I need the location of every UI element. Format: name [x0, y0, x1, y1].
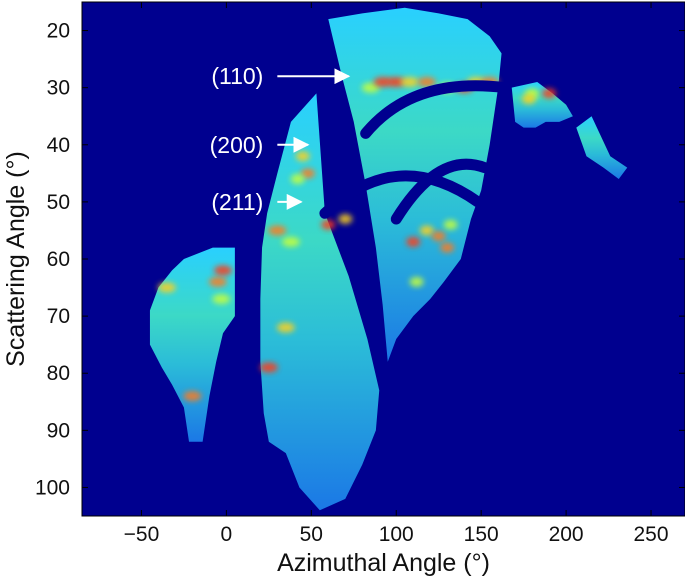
y-tick-label: 80 [47, 362, 70, 385]
y-tick-label: 30 [47, 77, 70, 100]
intensity-spot [419, 225, 434, 236]
intensity-spot [213, 265, 232, 276]
intensity-spot [440, 242, 455, 253]
intensity-spot [431, 231, 446, 242]
x-axis: −50 0 50 100 150 200 250 [124, 2, 669, 546]
x-tick-label: 0 [221, 523, 233, 546]
intensity-spot [542, 88, 557, 99]
intensity-spot [400, 76, 419, 87]
x-tick-label: 200 [549, 523, 584, 546]
detector-panel-far-right-strip [576, 116, 628, 180]
intensity-spot [406, 236, 421, 247]
y-tick-label: 90 [47, 419, 70, 442]
intensity-spot [417, 76, 436, 87]
intensity-spot [373, 76, 392, 87]
annotations-layer: (110) (200) (211) [210, 63, 351, 215]
detector-panel-far-left [149, 247, 235, 442]
intensity-spot [295, 151, 310, 162]
intensity-spot [321, 219, 336, 230]
intensity-spot [157, 282, 176, 293]
intensity-spot [361, 82, 380, 93]
intensity-spot [281, 236, 300, 247]
peak-label: (110) [211, 63, 263, 89]
intensity-spot [259, 362, 278, 373]
intensity-spot [208, 276, 227, 287]
y-tick-label: 50 [47, 191, 70, 214]
y-tick-label: 60 [47, 248, 70, 271]
ring-gap-arc-110-gap [360, 80, 511, 139]
x-tick-label: 150 [464, 523, 499, 546]
detector-panel-middle-center [328, 7, 502, 362]
y-tick-label: 100 [35, 476, 70, 499]
peak-label: (200) [210, 132, 264, 158]
intensity-spot [290, 174, 305, 185]
intensity-spot [338, 214, 353, 225]
y-tick-label: 20 [47, 20, 70, 43]
intensity-spot [387, 76, 406, 87]
intensity-spot [212, 293, 231, 304]
x-tick-label: 100 [379, 523, 414, 546]
y-tick-label: 70 [47, 305, 70, 328]
y-axis: 20 30 40 50 60 70 80 90 100 [35, 20, 685, 499]
ring-gap-arc-200-gap [390, 158, 491, 225]
intensity-spot [268, 225, 287, 236]
x-tick-label: −50 [124, 523, 160, 546]
x-axis-title: Azimuthal Angle (°) [277, 549, 490, 577]
y-axis-title: Scattering Angle (°) [2, 151, 30, 367]
intensity-spot [276, 322, 295, 333]
intensity-spot [409, 276, 424, 287]
ring-gap-arc-211-gap [319, 170, 484, 219]
intensity-spot [300, 168, 315, 179]
x-tick-label: 250 [634, 523, 669, 546]
y-tick-label: 40 [47, 134, 70, 157]
intensity-spot [183, 391, 202, 402]
peak-label: (211) [211, 189, 263, 215]
intensity-spot [521, 94, 536, 105]
x-tick-label: 50 [300, 523, 323, 546]
gaps-layer [319, 80, 511, 225]
intensity-spot [443, 219, 458, 230]
